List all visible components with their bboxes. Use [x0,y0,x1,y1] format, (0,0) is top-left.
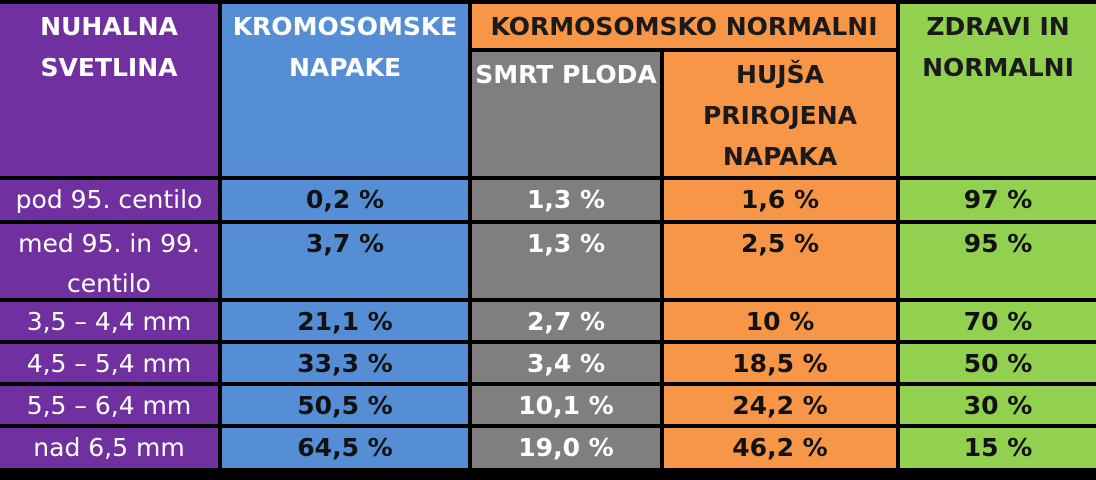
data-cell: 50 % [900,344,1096,382]
data-cell: 19,0 % [472,428,660,468]
row-label: nad 6,5 mm [0,428,218,468]
row-label: med 95. in 99. centilo [0,224,218,298]
data-cell: 33,3 % [222,344,468,382]
data-cell: 21,1 % [222,302,468,340]
row-label: pod 95. centilo [0,180,218,220]
data-cell: 2,7 % [472,302,660,340]
data-cell: 97 % [900,180,1096,220]
data-cell: 10 % [664,302,896,340]
data-cell: 0,2 % [222,180,468,220]
header-cell: ZDRAVI IN NORMALNI [900,4,1096,176]
data-cell: 3,7 % [222,224,468,298]
data-cell: 1,3 % [472,224,660,298]
data-cell: 30 % [900,386,1096,424]
row-label: 5,5 – 6,4 mm [0,386,218,424]
data-cell: 15 % [900,428,1096,468]
data-cell: 50,5 % [222,386,468,424]
data-cell: 70 % [900,302,1096,340]
data-cell: 1,6 % [664,180,896,220]
row-label: 4,5 – 5,4 mm [0,344,218,382]
data-cell: 1,3 % [472,180,660,220]
subheader-cell: HUJŠA PRIROJENA NAPAKA [664,52,896,176]
header-cell: NUHALNA SVETLINA [0,4,218,176]
data-cell: 18,5 % [664,344,896,382]
data-cell: 64,5 % [222,428,468,468]
data-cell: 24,2 % [664,386,896,424]
row-label: 3,5 – 4,4 mm [0,302,218,340]
subheader-cell: SMRT PLODA [472,52,660,176]
data-cell: 95 % [900,224,1096,298]
data-cell: 46,2 % [664,428,896,468]
data-cell: 2,5 % [664,224,896,298]
header-cell: KORMOSOMSKO NORMALNI [472,4,896,48]
data-cell: 3,4 % [472,344,660,382]
data-cell: 10,1 % [472,386,660,424]
header-cell: KROMOSOMSKE NAPAKE [222,4,468,176]
